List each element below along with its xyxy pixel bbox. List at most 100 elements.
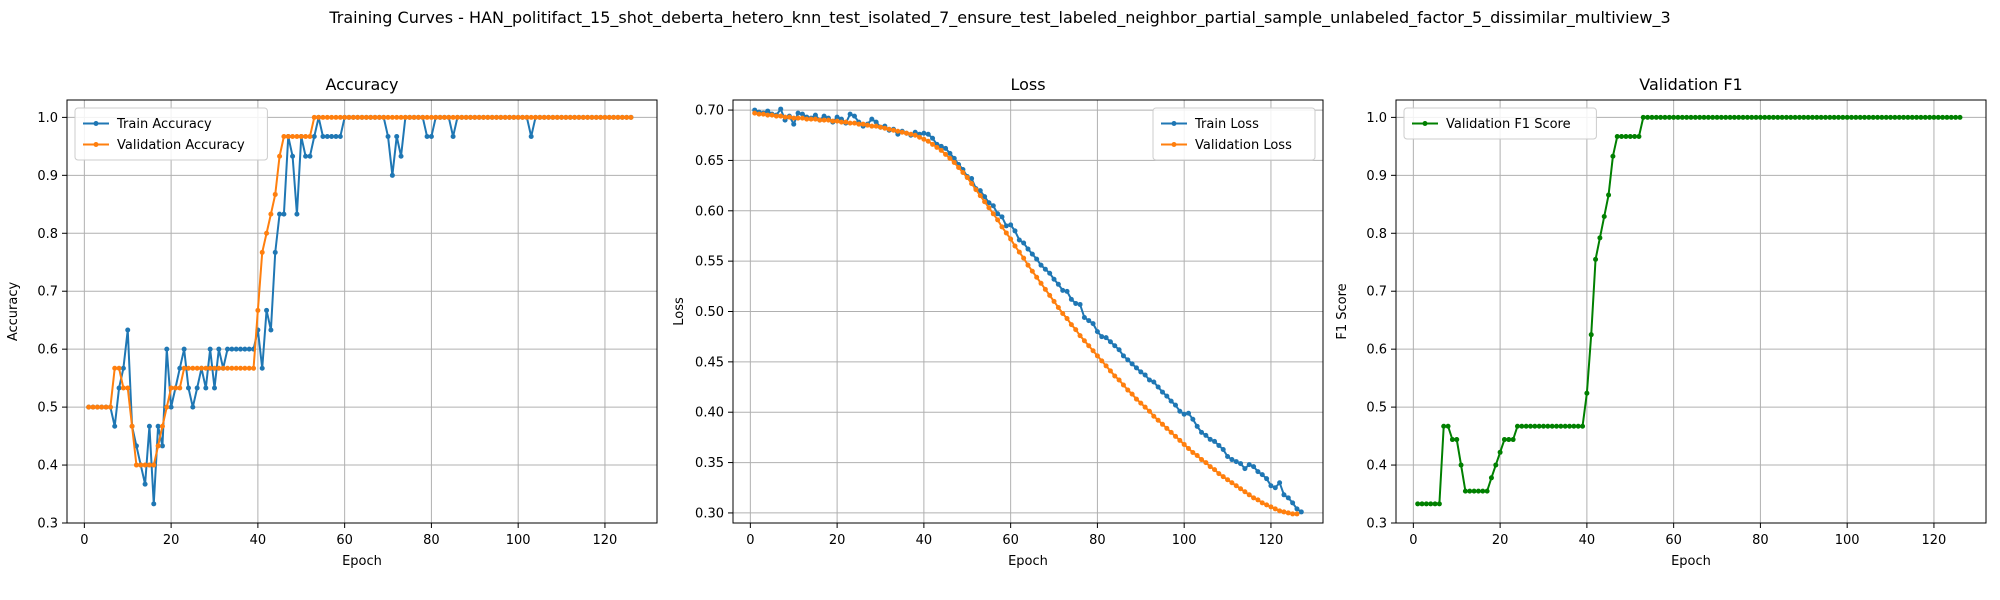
data-point: [1094, 329, 1100, 335]
chart-title: Loss: [1010, 75, 1045, 94]
data-point: [146, 423, 152, 429]
data-point: [765, 112, 771, 118]
data-point: [281, 211, 287, 217]
data-point: [212, 385, 217, 391]
data-point: [155, 443, 161, 449]
data-point: [238, 365, 244, 371]
data-point: [207, 346, 213, 352]
data-point: [1199, 429, 1205, 435]
data-point: [1423, 501, 1429, 507]
data-point: [943, 151, 949, 157]
data-point: [1151, 379, 1157, 385]
data-point: [394, 134, 400, 140]
data-point: [337, 134, 343, 140]
data-point: [216, 365, 222, 371]
data-point: [1225, 454, 1231, 460]
data-point: [398, 114, 404, 120]
data-point: [1554, 423, 1560, 429]
data-point: [1233, 459, 1239, 465]
data-point: [1445, 423, 1451, 429]
data-point: [233, 365, 239, 371]
data-point: [1034, 256, 1040, 262]
data-point: [454, 114, 460, 120]
data-point: [537, 114, 543, 120]
data-point: [1064, 288, 1070, 294]
data-point: [1701, 114, 1707, 120]
data-point: [1133, 396, 1139, 402]
data-point: [1173, 402, 1178, 408]
data-point: [1736, 114, 1742, 120]
data-point: [1081, 338, 1087, 344]
data-point: [930, 135, 936, 141]
data-point: [1029, 251, 1035, 257]
data-point: [1060, 311, 1066, 317]
data-point: [1255, 469, 1261, 475]
legend-box: [1152, 107, 1316, 161]
data-point: [990, 203, 996, 209]
data-point: [977, 188, 983, 194]
data-point: [1692, 114, 1698, 120]
x-tick-label: 100: [1172, 533, 1197, 548]
data-point: [164, 346, 170, 352]
data-point: [977, 193, 983, 199]
data-point: [834, 114, 840, 120]
data-point: [1953, 114, 1959, 120]
data-point: [1251, 495, 1257, 501]
data-point: [990, 211, 996, 217]
data-point: [233, 346, 239, 352]
y-tick-label: 0.7: [37, 285, 58, 300]
data-point: [843, 119, 849, 125]
data-point: [1510, 437, 1516, 443]
data-point: [1125, 387, 1131, 393]
data-point: [943, 145, 949, 151]
x-tick-label: 80: [1089, 533, 1106, 548]
data-point: [1177, 437, 1183, 443]
data-point: [177, 385, 183, 391]
data-point: [1853, 114, 1859, 120]
data-point: [825, 117, 831, 123]
data-point: [1888, 114, 1894, 120]
data-point: [350, 114, 356, 120]
data-point: [1558, 423, 1564, 429]
data-point: [520, 114, 526, 120]
data-point: [760, 111, 766, 117]
x-tick-label: 40: [1579, 533, 1596, 548]
data-point: [198, 365, 204, 371]
data-point: [1216, 471, 1222, 477]
data-point: [298, 134, 304, 140]
chart-panel-2: 0 20 40 60 80 100 120 0.30 0.35 0.40 0.45 0.50 0.55 0…: [672, 75, 1324, 569]
data-point: [847, 111, 853, 117]
data-point: [598, 114, 604, 120]
data-point: [1562, 423, 1568, 429]
data-point: [969, 181, 975, 187]
data-point: [778, 113, 784, 119]
data-point: [355, 114, 361, 120]
data-point: [1246, 492, 1252, 498]
y-tick-label: 0.30: [695, 506, 724, 521]
data-point: [1766, 114, 1772, 120]
data-point: [1099, 358, 1105, 364]
data-point: [277, 211, 283, 217]
data-point: [493, 114, 499, 120]
y-tick-label: 0.3: [37, 517, 58, 532]
data-point: [1731, 114, 1737, 120]
data-point: [541, 114, 547, 120]
data-point: [1268, 483, 1274, 489]
data-point: [1264, 502, 1270, 508]
x-tick-label: 20: [829, 533, 846, 548]
data-point: [834, 118, 840, 124]
data-point: [1475, 488, 1481, 494]
data-point: [563, 114, 569, 120]
data-point: [116, 385, 122, 391]
data-point: [329, 134, 335, 140]
data-point: [830, 118, 836, 124]
data-point: [1545, 423, 1551, 429]
data-point: [385, 114, 391, 120]
data-point: [1016, 249, 1022, 255]
data-point: [242, 346, 248, 352]
data-point: [1415, 501, 1421, 507]
data-point: [190, 365, 196, 371]
data-point: [851, 120, 857, 126]
data-point: [1290, 500, 1296, 506]
